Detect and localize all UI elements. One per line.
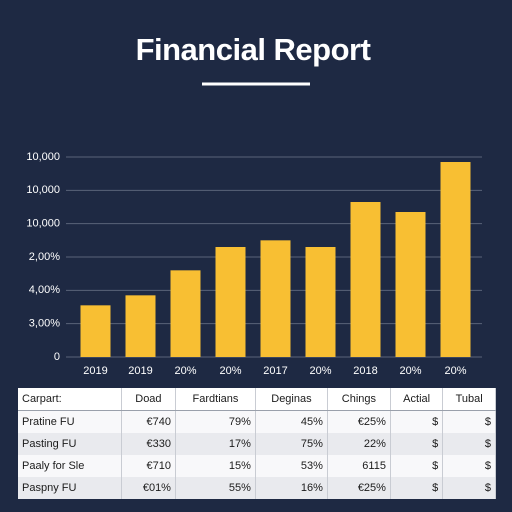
y-tick-label: 10,000 — [26, 218, 60, 230]
header-cell: Doad — [121, 388, 176, 411]
table-cell: €01% — [121, 477, 176, 499]
x-tick-label: 20% — [219, 365, 241, 377]
header-cell: Fardtians — [175, 388, 256, 411]
table-cell: 79% — [175, 410, 256, 433]
x-tick-label: 2019 — [83, 365, 107, 377]
header-cell: Tubal — [442, 388, 496, 411]
y-tick-label: 10,000 — [26, 184, 60, 196]
table-cell: €710 — [121, 455, 176, 477]
table-cell: $ — [442, 477, 496, 499]
table-cell: Paspny FU — [18, 477, 122, 499]
table-cell: 16% — [255, 477, 328, 499]
bar — [350, 202, 381, 357]
table-cell: 22% — [327, 433, 391, 455]
table-cell: 55% — [175, 477, 256, 499]
y-tick-label: 2,00% — [29, 251, 60, 263]
x-tick-label: 20% — [174, 365, 196, 377]
x-tick-label: 20% — [309, 365, 331, 377]
y-tick-label: 0 — [54, 351, 60, 363]
y-tick-label: 3,00% — [29, 318, 60, 330]
table-cell: Pratine FU — [18, 410, 122, 433]
x-tick-label: 2018 — [353, 365, 377, 377]
table-cell: €740 — [121, 410, 176, 433]
table-cell: $ — [390, 455, 444, 477]
bar — [170, 270, 201, 357]
table-cell: 15% — [175, 455, 256, 477]
table-cell: $ — [390, 477, 444, 499]
table-row: Pratine FU €740 79% 45% €25% $ $ — [18, 410, 496, 433]
y-tick-label: 4,00% — [29, 284, 60, 296]
table-cell: $ — [442, 410, 496, 433]
data-table: Carpart: Doad Fardtians Deginas Chings Actial… — [18, 388, 496, 499]
table-cell: $ — [442, 455, 496, 477]
table-cell: 53% — [255, 455, 328, 477]
table-row: Pasting FU €330 17% 75% 22% $ $ — [18, 433, 496, 455]
table-cell: €25% — [327, 410, 391, 433]
x-tick-label: 2017 — [263, 365, 287, 377]
bar — [215, 247, 246, 357]
x-tick-label: 20% — [444, 365, 466, 377]
table-cell: Pasting FU — [18, 433, 122, 455]
y-tick-label: 10,000 — [26, 151, 60, 163]
table-cell: 17% — [175, 433, 256, 455]
x-tick-label: 20% — [399, 365, 421, 377]
table-cell: $ — [390, 433, 444, 455]
bar — [125, 295, 156, 357]
table-row: Paspny FU €01% 55% 16% €25% $ $ — [18, 477, 496, 499]
table-cell: €330 — [121, 433, 176, 455]
table-cell: €25% — [327, 477, 391, 499]
bar — [305, 247, 336, 357]
table-cell: $ — [442, 433, 496, 455]
header-cell: Actial — [390, 388, 444, 411]
bar — [395, 212, 426, 357]
x-tick-label: 2019 — [128, 365, 152, 377]
bar — [80, 305, 111, 357]
table-cell: Paaly for Sle — [18, 455, 122, 477]
table-cell: 6115 — [327, 455, 391, 477]
header-cell: Deginas — [255, 388, 328, 411]
table-row: Paaly for Sle €710 15% 53% 6115 $ $ — [18, 455, 496, 477]
bar — [260, 240, 291, 357]
bar — [440, 162, 471, 357]
table-cell: $ — [390, 410, 444, 433]
header-cell: Chings — [327, 388, 391, 411]
chart-title: Financial Report — [136, 32, 371, 67]
table-cell: 45% — [255, 410, 328, 433]
header-cell: Carpart: — [18, 388, 122, 411]
table-cell: 75% — [255, 433, 328, 455]
header-row: Carpart: Doad Fardtians Deginas Chings Actial… — [18, 388, 496, 411]
